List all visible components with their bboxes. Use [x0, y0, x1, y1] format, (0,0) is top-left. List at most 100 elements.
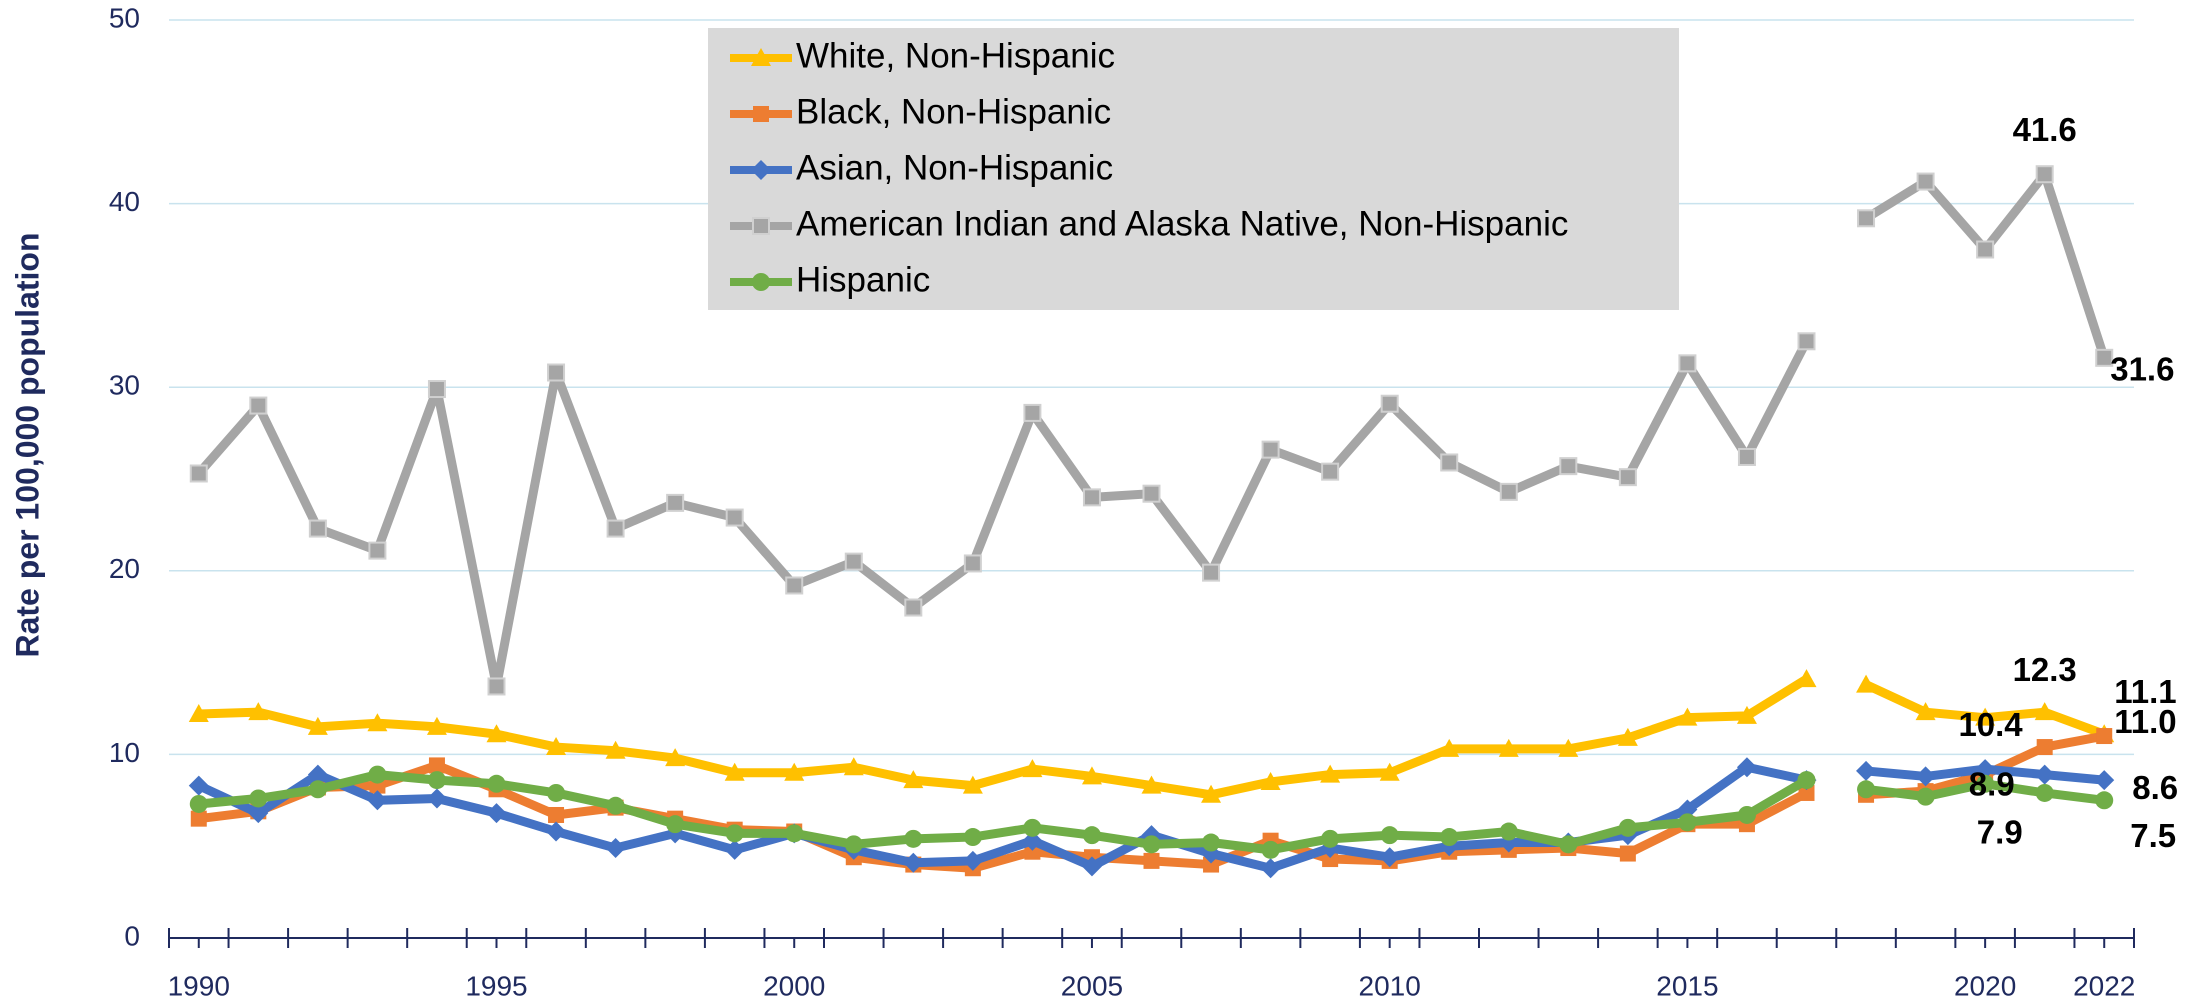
marker — [2034, 764, 2055, 785]
x-tick-label: 2005 — [1061, 970, 1123, 1000]
marker — [1142, 484, 1161, 503]
data-label: 7.5 — [2130, 817, 2176, 854]
marker — [1736, 757, 1757, 778]
marker — [1915, 766, 1936, 787]
marker — [606, 796, 625, 815]
marker — [1558, 738, 1579, 757]
marker — [1559, 457, 1578, 476]
marker — [751, 160, 771, 180]
marker — [752, 273, 770, 291]
marker — [548, 806, 565, 823]
series-line — [198, 675, 1809, 800]
marker — [1559, 835, 1578, 854]
marker — [904, 829, 923, 848]
marker — [1677, 707, 1698, 726]
marker — [1499, 822, 1518, 841]
marker — [724, 762, 745, 781]
data-label: 8.9 — [1969, 765, 2015, 802]
marker — [751, 48, 771, 66]
data-label: 41.6 — [2013, 111, 2077, 148]
marker — [752, 217, 770, 235]
marker — [785, 576, 804, 595]
marker — [188, 775, 209, 796]
marker — [1082, 488, 1101, 507]
marker — [1081, 766, 1102, 785]
marker — [308, 780, 327, 799]
marker — [1737, 805, 1756, 824]
x-tick-label: 2015 — [1656, 970, 1718, 1000]
marker — [2035, 783, 2054, 802]
marker — [725, 824, 744, 843]
data-label: 12.3 — [2013, 651, 2077, 688]
data-label: 7.9 — [1977, 814, 2023, 851]
marker — [426, 716, 447, 735]
marker — [188, 704, 209, 723]
marker — [1142, 835, 1161, 854]
marker — [903, 852, 924, 873]
marker — [367, 713, 388, 732]
marker — [248, 702, 269, 721]
marker — [2096, 728, 2113, 745]
marker — [368, 765, 387, 784]
marker — [1798, 784, 1815, 801]
marker — [2094, 770, 2115, 791]
marker — [1856, 674, 1877, 693]
marker — [903, 770, 924, 789]
marker — [1797, 771, 1816, 790]
marker — [2095, 348, 2114, 367]
marker — [665, 748, 686, 767]
marker — [1322, 851, 1339, 868]
marker — [605, 740, 626, 759]
marker — [605, 838, 626, 859]
marker — [1619, 845, 1636, 862]
marker — [666, 493, 685, 512]
series-line — [198, 760, 1809, 873]
y-tick-label: 30 — [109, 370, 140, 401]
marker — [1379, 762, 1400, 781]
marker — [1143, 852, 1160, 869]
marker — [963, 828, 982, 847]
marker — [1141, 775, 1162, 794]
marker — [844, 835, 863, 854]
x-tick-label: 2000 — [763, 970, 825, 1000]
marker — [1797, 332, 1816, 351]
marker — [1320, 764, 1341, 783]
marker — [367, 790, 388, 811]
marker — [1737, 447, 1756, 466]
marker — [1440, 828, 1459, 847]
marker — [606, 519, 625, 538]
x-tick-label: 2022 — [2073, 970, 2135, 1000]
series-line — [195, 339, 1811, 691]
marker — [368, 541, 387, 560]
marker — [1202, 563, 1221, 582]
marker — [1498, 738, 1519, 757]
legend-label: Asian, Non-Hispanic — [796, 148, 1113, 187]
marker — [2034, 702, 2055, 721]
marker — [1023, 818, 1042, 837]
marker — [1975, 707, 1996, 726]
marker — [1915, 702, 1936, 721]
marker — [190, 810, 207, 827]
marker — [487, 774, 506, 793]
marker — [249, 789, 268, 808]
series-line — [198, 770, 1809, 855]
marker — [428, 757, 445, 774]
marker — [308, 519, 327, 538]
marker — [189, 794, 208, 813]
marker — [1857, 209, 1876, 228]
marker — [753, 106, 769, 122]
legend-box — [708, 28, 1679, 310]
marker — [784, 762, 805, 781]
marker — [1618, 818, 1637, 837]
marker — [962, 775, 983, 794]
marker — [1618, 468, 1637, 487]
marker — [1260, 858, 1281, 879]
marker — [1499, 482, 1518, 501]
legend-label: White, Non-Hispanic — [796, 36, 1115, 75]
marker — [1203, 856, 1220, 873]
marker — [1082, 826, 1101, 845]
marker — [904, 598, 923, 617]
marker — [1321, 829, 1340, 848]
marker — [1617, 727, 1638, 746]
marker — [547, 363, 566, 382]
